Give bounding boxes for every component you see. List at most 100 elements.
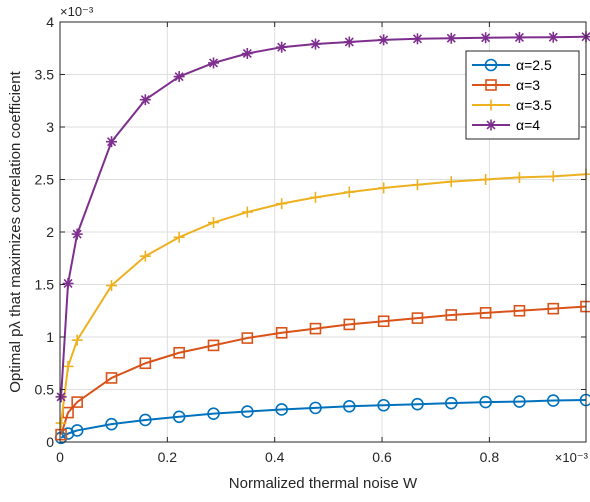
data-point xyxy=(547,302,560,315)
data-point xyxy=(513,171,525,183)
y-tick-label: 4 xyxy=(46,14,54,30)
data-point xyxy=(309,401,322,415)
data-point xyxy=(105,417,118,431)
data-point xyxy=(342,399,356,413)
x-tick-label: 0.4 xyxy=(265,449,285,465)
data-point xyxy=(309,322,322,335)
legend-label: α=3 xyxy=(516,77,540,93)
y-tick-label: 1 xyxy=(46,329,54,345)
data-point xyxy=(173,231,185,243)
data-point xyxy=(276,198,288,210)
data-point xyxy=(62,277,74,289)
series-line xyxy=(60,35,587,397)
x-tick-label: 0 xyxy=(56,449,64,465)
y-tick-label: 1.5 xyxy=(35,277,55,293)
series-3 xyxy=(55,168,590,429)
data-point xyxy=(55,391,67,403)
data-point xyxy=(444,396,458,410)
data-point xyxy=(480,32,492,44)
x-exponent-label: ×10⁻³ xyxy=(555,450,589,465)
series-2 xyxy=(55,300,590,441)
y-tick-label: 0.5 xyxy=(35,382,55,398)
data-point xyxy=(580,31,590,43)
data-point xyxy=(513,304,526,317)
legend: α=2.5 α=3 α=3.5 α=4 xyxy=(465,50,580,140)
data-point xyxy=(241,405,254,418)
data-point xyxy=(241,332,254,344)
data-point xyxy=(71,334,83,346)
data-point xyxy=(275,403,288,416)
data-point xyxy=(139,413,152,427)
legend-entry: α=3 xyxy=(472,77,540,93)
data-point xyxy=(411,312,424,324)
data-point xyxy=(479,307,492,319)
data-point xyxy=(208,57,220,69)
legend-marker xyxy=(485,119,497,131)
data-point xyxy=(479,395,492,409)
data-point xyxy=(445,309,458,321)
data-point xyxy=(55,428,67,441)
data-point xyxy=(547,31,559,43)
legend-label: α=4 xyxy=(516,117,540,133)
data-point xyxy=(207,339,220,352)
series-line xyxy=(60,173,587,424)
data-point xyxy=(378,182,390,194)
x-tick-label: 0.2 xyxy=(158,449,178,465)
legend-entry: α=4 xyxy=(472,117,540,133)
data-point xyxy=(343,318,356,331)
legend-marker xyxy=(484,58,498,72)
series-1 xyxy=(54,393,590,445)
data-point xyxy=(139,94,151,106)
data-point xyxy=(480,174,492,185)
x-tick-label: 0.8 xyxy=(480,449,500,465)
legend-entry: α=3.5 xyxy=(472,97,552,113)
data-point xyxy=(411,33,423,45)
data-point xyxy=(343,36,355,48)
legend-marker xyxy=(485,79,497,91)
data-point xyxy=(377,398,390,412)
y-tick-label: 3.5 xyxy=(35,67,55,83)
legend-label: α=2.5 xyxy=(516,57,552,73)
data-point xyxy=(71,228,83,240)
data-point xyxy=(55,417,67,429)
x-tick-label: 0.6 xyxy=(372,449,392,465)
data-point xyxy=(173,346,185,359)
y-tick-label: 2.5 xyxy=(35,172,55,188)
data-point xyxy=(207,407,220,420)
legend-marker xyxy=(485,99,497,111)
data-point xyxy=(106,136,118,148)
data-point xyxy=(70,424,84,437)
series-line xyxy=(60,305,587,435)
data-point xyxy=(513,31,525,43)
y-tick-label: 0 xyxy=(46,434,54,450)
data-point xyxy=(309,191,321,203)
y-exponent-label: ×10⁻³ xyxy=(60,4,94,19)
legend-label: α=3.5 xyxy=(516,97,552,113)
data-point xyxy=(241,206,253,218)
data-point xyxy=(546,394,560,407)
data-point xyxy=(378,34,390,46)
ticks: 0 0.2 0.4 0.6 0.8 0 0.5 1 1.5 2 2.5 3 3.5 4 xyxy=(35,14,586,465)
data-point xyxy=(275,326,288,339)
series-layer xyxy=(54,31,590,445)
y-axis-label: Optimal pλ that maximizes correlation co… xyxy=(7,70,24,392)
data-point xyxy=(411,179,423,191)
data-point xyxy=(276,41,288,53)
data-point xyxy=(241,48,253,59)
data-point xyxy=(208,217,220,229)
data-point xyxy=(309,38,321,50)
data-point xyxy=(580,168,590,180)
data-point xyxy=(445,176,457,188)
legend-entry: α=2.5 xyxy=(472,57,552,73)
data-point xyxy=(71,396,83,408)
data-point xyxy=(173,71,185,83)
data-point xyxy=(547,170,559,182)
data-point xyxy=(172,410,186,424)
series-4 xyxy=(55,31,590,403)
data-point xyxy=(62,360,74,372)
y-tick-label: 2 xyxy=(46,224,54,240)
data-point xyxy=(343,186,355,198)
data-point xyxy=(139,250,151,262)
y-tick-label: 3 xyxy=(46,119,54,135)
